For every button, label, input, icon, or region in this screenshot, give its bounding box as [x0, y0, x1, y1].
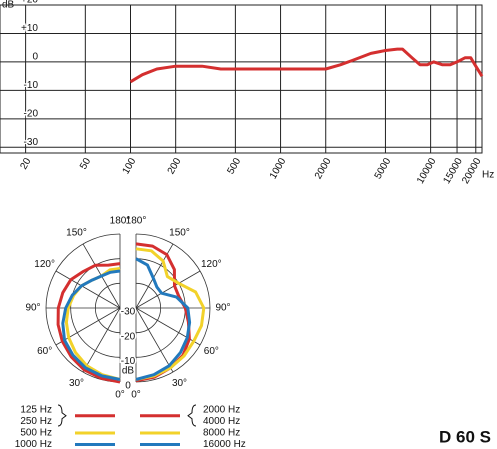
legend-label: 250 Hz — [20, 416, 52, 427]
polar-curve — [61, 269, 121, 381]
legend-label: 1000 Hz — [15, 439, 52, 449]
legend-label: 500 Hz — [20, 428, 52, 439]
angle-label: 0° — [131, 390, 141, 401]
y-tick-label: -10 — [24, 80, 39, 91]
polar-curve — [135, 247, 206, 381]
y-tick-label: -30 — [24, 137, 39, 148]
polar-curve — [135, 257, 192, 381]
legend-label: 4000 Hz — [203, 416, 240, 427]
angle-label: 60° — [204, 346, 219, 357]
r-tick-label: -30 — [121, 307, 136, 318]
angle-label: 30° — [172, 378, 187, 389]
x-tick-label: 10000 — [415, 156, 439, 186]
legend-brace — [57, 404, 67, 427]
angle-label: 180° — [110, 216, 131, 227]
y-tick-label: 0 — [32, 52, 38, 63]
x-tick-label: 5000 — [373, 156, 394, 181]
x-axis-label: Hz — [482, 170, 494, 181]
polar-curve — [64, 267, 121, 381]
legend-label: 2000 Hz — [203, 405, 240, 416]
angle-label: 0° — [115, 390, 125, 401]
legend-brace — [187, 404, 197, 427]
angle-label: 90° — [25, 303, 40, 314]
grid-spoke — [135, 307, 174, 373]
y-tick-label: +20 — [21, 0, 38, 6]
x-tick-label: 100 — [121, 156, 139, 176]
grid-spoke — [82, 307, 121, 373]
polar-curve — [56, 262, 121, 384]
x-tick-label: 200 — [166, 156, 184, 176]
x-tick-label: 20 — [18, 156, 33, 172]
r-axis-label: dB — [122, 366, 135, 377]
y-tick-label: +10 — [21, 23, 38, 34]
grid-spoke — [135, 270, 201, 309]
angle-label: 120° — [201, 259, 222, 270]
legend-label: 125 Hz — [20, 405, 52, 416]
angle-label: 180° — [126, 216, 147, 227]
angle-label: 150° — [169, 227, 190, 238]
y-tick-label: -20 — [24, 108, 39, 119]
r-tick-label: 0 — [125, 381, 131, 392]
angle-label: 30° — [69, 378, 84, 389]
response-curve — [129, 47, 484, 84]
x-tick-label: 2000 — [313, 156, 334, 181]
legend-label: 16000 Hz — [203, 439, 246, 449]
grid-spoke — [55, 307, 121, 346]
legend-label: 8000 Hz — [203, 428, 240, 439]
plot-frame — [0, 4, 483, 154]
x-tick-label: 1000 — [268, 156, 289, 181]
model-title: D 60 S — [439, 427, 491, 446]
x-tick-label: 20000 — [460, 156, 484, 186]
r-tick-label: -20 — [121, 331, 136, 342]
angle-label: 90° — [215, 303, 230, 314]
angle-label: 120° — [34, 259, 55, 270]
x-tick-label: 50 — [78, 156, 93, 172]
r-tick-label: -10 — [121, 356, 136, 367]
grid-spoke — [55, 270, 121, 309]
angle-label: 60° — [37, 346, 52, 357]
angle-label: 150° — [66, 227, 87, 238]
x-tick-label: 500 — [225, 156, 243, 176]
